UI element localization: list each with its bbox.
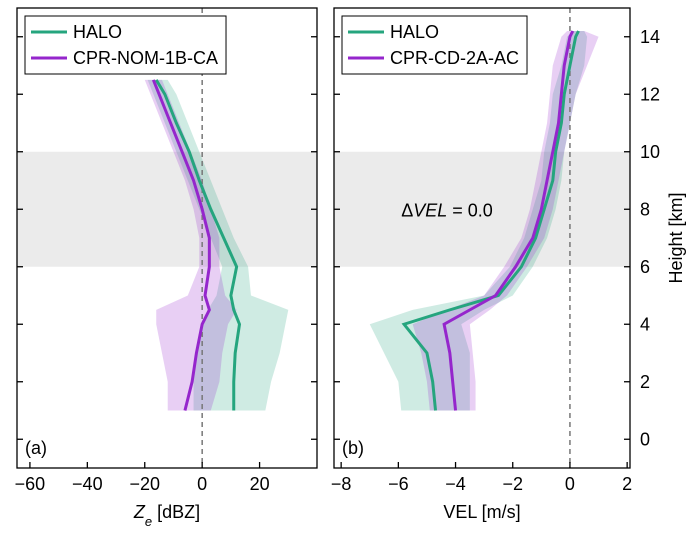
- legend-box: [24, 15, 227, 75]
- x-tick-label: 0: [197, 474, 207, 494]
- x-axis-label: Ze [dBZ]: [133, 502, 200, 529]
- y-tick-label: 0: [640, 429, 650, 449]
- y-tick-label: 4: [640, 314, 650, 334]
- legend-box: [341, 15, 528, 75]
- y-tick-label: 2: [640, 372, 650, 392]
- x-tick-label: −6: [388, 474, 409, 494]
- x-axis-label: VEL [m/s]: [443, 502, 520, 522]
- plot: [17, 8, 317, 468]
- y-tick-label: 10: [640, 142, 660, 162]
- legend-label: CPR-NOM-1B-CA: [73, 48, 218, 68]
- panel-label: (a): [25, 438, 47, 458]
- x-axis-label-part: [dBZ]: [152, 502, 200, 522]
- annotation: ΔVEL = 0.0: [401, 200, 493, 220]
- band: [334, 151, 630, 267]
- axes-frame: [333, 7, 631, 469]
- legend-label: HALO: [73, 22, 122, 42]
- legend-label: HALO: [390, 22, 439, 42]
- panel-label: (b): [342, 438, 364, 458]
- y-tick-label: 14: [640, 27, 660, 47]
- y-tick-label: 12: [640, 84, 660, 104]
- spread-area: [144, 79, 237, 411]
- x-tick-label: −2: [502, 474, 523, 494]
- x-tick-label: 20: [250, 474, 270, 494]
- x-tick-label: −60: [15, 474, 46, 494]
- axes-frame: [16, 7, 318, 469]
- x-tick-label: 0: [565, 474, 575, 494]
- x-tick-label: −4: [445, 474, 466, 494]
- spread-area: [369, 31, 588, 411]
- x-tick-label: 2: [622, 474, 632, 494]
- annotation-part: Δ: [401, 200, 413, 220]
- spread-area: [147, 79, 289, 411]
- x-tick-label: −8: [331, 474, 352, 494]
- x-axis-label-part: Z: [133, 502, 146, 522]
- annotation-part: = 0.0: [447, 200, 493, 220]
- y-tick-label: 6: [640, 257, 650, 277]
- profile-line: [154, 79, 242, 411]
- x-tick-label: −40: [72, 474, 103, 494]
- profile-line: [442, 30, 575, 411]
- legend-label: CPR-CD-2A-AC: [390, 48, 519, 68]
- x-tick-label: −20: [129, 474, 160, 494]
- annotation-part: VEL: [413, 200, 447, 220]
- profile-line: [151, 79, 211, 411]
- plot: [334, 8, 630, 468]
- y-tick-label: 8: [640, 199, 650, 219]
- x-axis-label-part: e: [145, 514, 152, 529]
- y-axis-label: Height [km]: [666, 192, 686, 283]
- band: [17, 151, 317, 267]
- profile-line: [401, 30, 580, 411]
